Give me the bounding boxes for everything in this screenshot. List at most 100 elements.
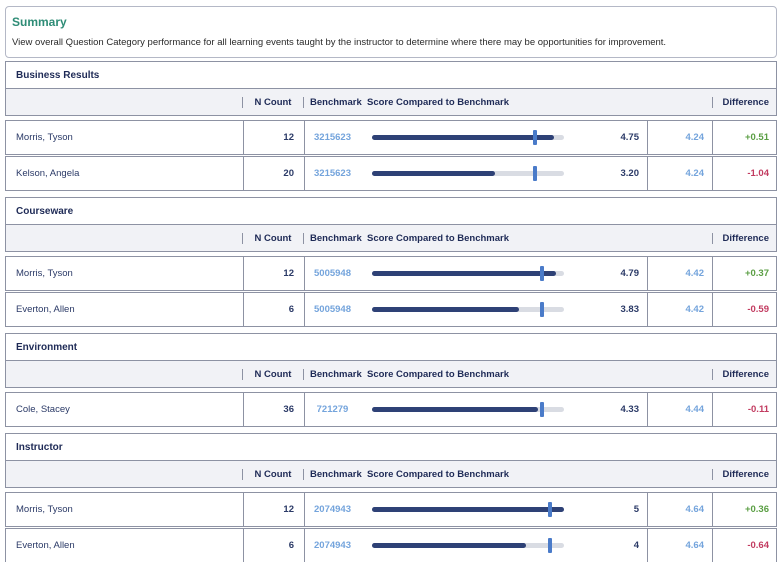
score-value: 3.20 [620, 168, 640, 179]
page-title: Summary [12, 15, 67, 29]
header-score-compared: Score Compared to Benchmark [367, 232, 510, 244]
benchmark-id-link[interactable]: 3215623 [314, 132, 351, 143]
score-bar [372, 265, 564, 282]
instructor-name: Cole, Stacey [16, 404, 70, 415]
summary-panel: Summary View overall Question Category p… [5, 6, 777, 58]
category-section: Business Results N Count Benchmark Score… [5, 61, 777, 191]
difference-value: -0.11 [712, 393, 776, 426]
table-row: Morris, Tyson 12 5005948 4.79 4.42 +0.37 [5, 256, 777, 291]
bar-fill [372, 507, 564, 512]
bar-fill [372, 307, 520, 312]
difference-value: -0.64 [712, 529, 776, 562]
n-count-value: 12 [243, 121, 304, 154]
benchmark-id-link[interactable]: 721279 [316, 404, 349, 415]
difference-value: -0.59 [712, 293, 776, 326]
score-bar [372, 165, 564, 182]
header-ncount: N Count [242, 232, 303, 244]
table-header-row: N Count Benchmark Score Compared to Benc… [5, 89, 777, 116]
instructor-name: Morris, Tyson [16, 268, 73, 279]
benchmark-tick [540, 402, 545, 417]
category-section: Environment N Count Benchmark Score Comp… [5, 333, 777, 427]
benchmark-tick [548, 502, 553, 517]
instructor-name: Kelson, Angela [16, 168, 80, 179]
difference-value: +0.36 [712, 493, 776, 526]
header-score-compared: Score Compared to Benchmark [367, 96, 510, 108]
score-benchmark-cell: 5005948 4.79 [304, 257, 647, 290]
table-header-row: N Count Benchmark Score Compared to Benc… [5, 225, 777, 252]
table-row: Cole, Stacey 36 721279 4.33 4.44 -0.11 [5, 392, 777, 427]
header-benchmark: Benchmark [310, 232, 362, 244]
score-value: 4 [633, 540, 639, 551]
category-section: Courseware N Count Benchmark Score Compa… [5, 197, 777, 327]
section-title: Business Results [5, 61, 777, 89]
score-value: 4.33 [620, 404, 640, 415]
header-score-compared: Score Compared to Benchmark [367, 468, 510, 480]
table-row: Morris, Tyson 12 2074943 5 4.64 +0.36 [5, 492, 777, 527]
score-value: 4.75 [620, 132, 640, 143]
score-benchmark-cell: 721279 4.33 [304, 393, 647, 426]
score-bar [372, 501, 564, 518]
table-header-row: N Count Benchmark Score Compared to Benc… [5, 461, 777, 488]
bar-fill [372, 543, 526, 548]
table-row: Everton, Allen 6 2074943 4 4.64 -0.64 [5, 528, 777, 562]
header-ncount: N Count [242, 368, 303, 380]
header-score-compared: Score Compared to Benchmark [367, 368, 510, 380]
score-benchmark-cell: 2074943 4 [304, 529, 647, 562]
difference-value: -1.04 [712, 157, 776, 190]
score-benchmark-cell: 2074943 5 [304, 493, 647, 526]
benchmark-id-link[interactable]: 3215623 [314, 168, 351, 179]
instructor-name: Morris, Tyson [16, 504, 73, 515]
section-title: Environment [5, 333, 777, 361]
header-benchmark: Benchmark [310, 96, 362, 108]
n-count-value: 12 [243, 257, 304, 290]
score-benchmark-cell: 3215623 4.75 [304, 121, 647, 154]
difference-value: +0.37 [712, 257, 776, 290]
n-count-value: 6 [243, 293, 304, 326]
header-benchmark-score: Benchmark Score Compared to Benchmark [303, 368, 712, 380]
benchmark-average-value: 4.24 [647, 157, 712, 190]
header-benchmark-score: Benchmark Score Compared to Benchmark [303, 96, 712, 108]
benchmark-tick [539, 302, 544, 317]
score-benchmark-cell: 3215623 3.20 [304, 157, 647, 190]
benchmark-average-value: 4.42 [647, 293, 712, 326]
header-benchmark: Benchmark [310, 368, 362, 380]
n-count-value: 36 [243, 393, 304, 426]
section-rows: Morris, Tyson 12 3215623 4.75 4.24 +0.51… [5, 120, 777, 191]
header-benchmark: Benchmark [310, 468, 362, 480]
benchmark-average-value: 4.64 [647, 493, 712, 526]
section-rows: Cole, Stacey 36 721279 4.33 4.44 -0.11 [5, 392, 777, 427]
instructor-name: Morris, Tyson [16, 132, 73, 143]
benchmark-average-value: 4.44 [647, 393, 712, 426]
benchmark-id-link[interactable]: 2074943 [314, 540, 351, 551]
benchmark-id-link[interactable]: 2074943 [314, 504, 351, 515]
score-value: 4.79 [620, 268, 640, 279]
benchmark-id-link[interactable]: 5005948 [314, 268, 351, 279]
bar-fill [372, 407, 539, 412]
benchmark-id-link[interactable]: 5005948 [314, 304, 351, 315]
section-title: Courseware [5, 197, 777, 225]
summary-description: View overall Question Category performan… [12, 37, 667, 48]
header-ncount: N Count [242, 468, 303, 480]
bar-fill [372, 171, 495, 176]
benchmark-average-value: 4.42 [647, 257, 712, 290]
score-value: 5 [633, 504, 639, 515]
benchmark-tick [532, 130, 537, 145]
bar-fill [372, 271, 556, 276]
score-bar [372, 129, 564, 146]
header-difference: Difference [712, 468, 776, 480]
header-benchmark-score: Benchmark Score Compared to Benchmark [303, 232, 712, 244]
score-value: 3.83 [620, 304, 640, 315]
score-bar [372, 301, 564, 318]
table-row: Kelson, Angela 20 3215623 3.20 4.24 -1.0… [5, 156, 777, 191]
section-rows: Morris, Tyson 12 2074943 5 4.64 +0.36 Ev… [5, 492, 777, 562]
benchmark-tick [539, 266, 544, 281]
benchmark-tick [532, 166, 537, 181]
score-benchmark-cell: 5005948 3.83 [304, 293, 647, 326]
instructor-name: Everton, Allen [16, 304, 75, 315]
section-rows: Morris, Tyson 12 5005948 4.79 4.42 +0.37… [5, 256, 777, 327]
difference-value: +0.51 [712, 121, 776, 154]
header-benchmark-score: Benchmark Score Compared to Benchmark [303, 468, 712, 480]
header-difference: Difference [712, 232, 776, 244]
score-bar [372, 537, 564, 554]
sections: Business Results N Count Benchmark Score… [5, 61, 777, 562]
